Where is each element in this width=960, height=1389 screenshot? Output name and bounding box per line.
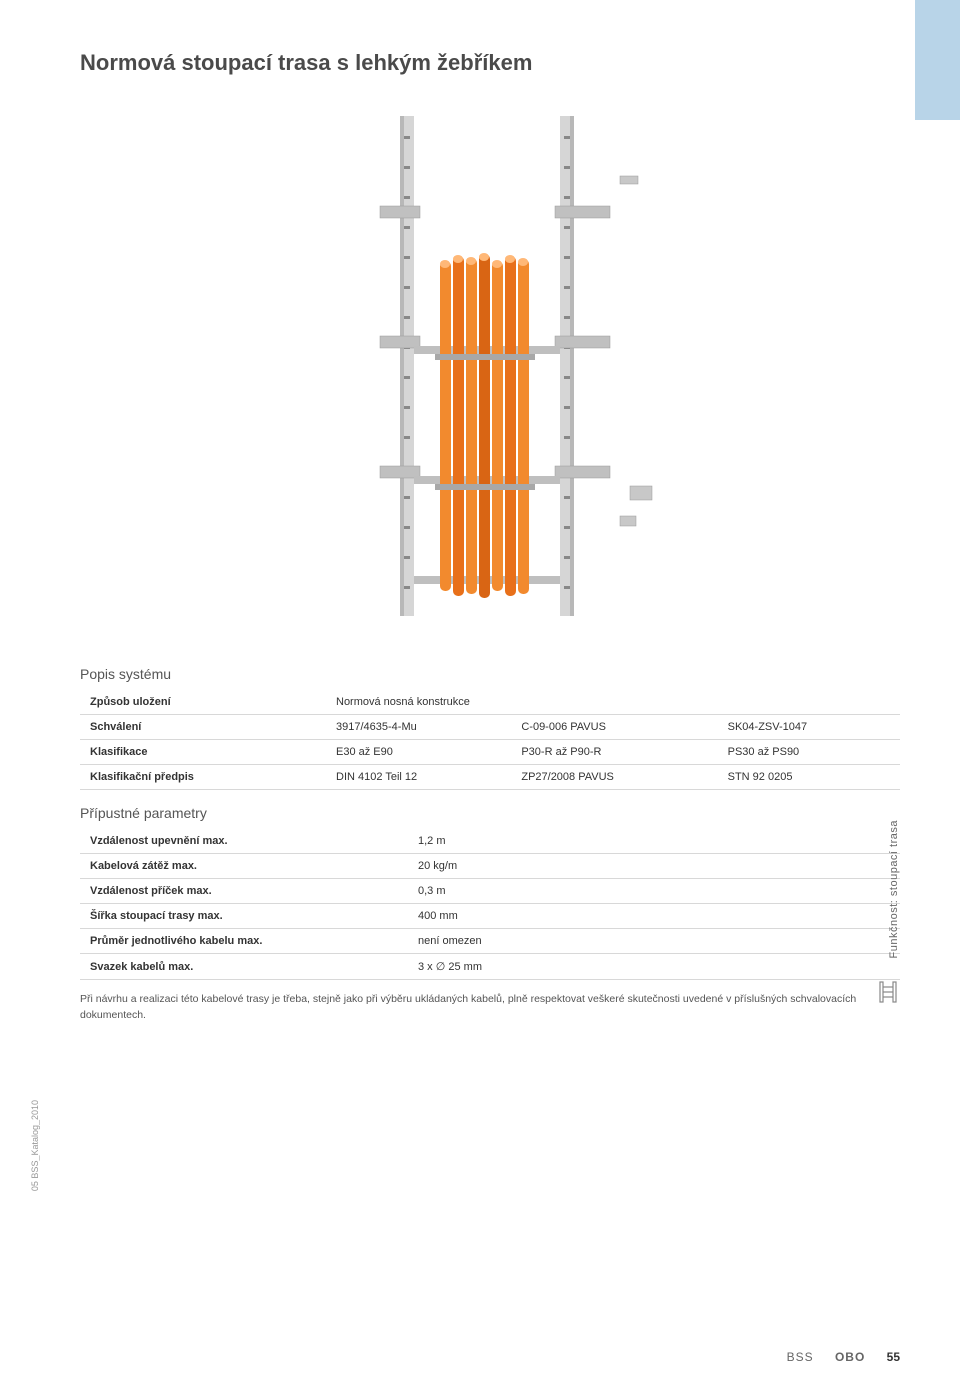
row-value: STN 92 0205	[718, 765, 900, 790]
row-value: 1,2 m	[408, 829, 900, 854]
row-label: Vzdálenost upevnění max.	[80, 829, 408, 854]
document-id-label: 05 BSS_Katalog_2010	[30, 1100, 40, 1191]
footer-brand-bss: BSS	[787, 1350, 814, 1364]
row-label: Průměr jednotlivého kabelu max.	[80, 929, 408, 954]
params-table: Vzdálenost upevnění max.1,2 mKabelová zá…	[80, 829, 900, 980]
row-value: 400 mm	[408, 904, 900, 929]
row-value: SK04-ZSV-1047	[718, 715, 900, 740]
table-row: Šířka stoupací trasy max.400 mm	[80, 904, 900, 929]
row-value: 0,3 m	[408, 879, 900, 904]
row-label: Kabelová zátěž max.	[80, 854, 408, 879]
row-value: PS30 až PS90	[718, 740, 900, 765]
ladder-icon	[876, 980, 900, 1004]
sidebar-category-label: Funkčnost: stoupací trasa	[888, 820, 900, 958]
row-label: Způsob uložení	[80, 690, 326, 715]
row-value: 3917/4635-4-Mu	[326, 715, 511, 740]
table-row: Klasifikační předpisDIN 4102 Teil 12ZP27…	[80, 765, 900, 790]
row-label: Schválení	[80, 715, 326, 740]
row-label: Vzdálenost příček max.	[80, 879, 408, 904]
row-value: 20 kg/m	[408, 854, 900, 879]
system-table: Způsob uloženíNormová nosná konstrukceSc…	[80, 690, 900, 790]
table-row: Způsob uloženíNormová nosná konstrukce	[80, 690, 900, 715]
table-row: Vzdálenost upevnění max.1,2 m	[80, 829, 900, 854]
page-title: Normová stoupací trasa s lehkým žebříkem	[80, 50, 900, 76]
footer-brand-obo: OBO	[835, 1350, 865, 1364]
row-value: ZP27/2008 PAVUS	[511, 765, 717, 790]
table-row: Schválení3917/4635-4-MuC-09-006 PAVUSSK0…	[80, 715, 900, 740]
row-value: C-09-006 PAVUS	[511, 715, 717, 740]
table-row: KlasifikaceE30 až E90P30-R až P90-RPS30 …	[80, 740, 900, 765]
page-footer: BSS OBO 55	[787, 1350, 900, 1364]
params-section-title: Přípustné parametry	[80, 805, 900, 821]
row-value: DIN 4102 Teil 12	[326, 765, 511, 790]
row-value: není omezen	[408, 929, 900, 954]
footer-page-number: 55	[887, 1350, 900, 1364]
row-label: Klasifikace	[80, 740, 326, 765]
row-value: E30 až E90	[326, 740, 511, 765]
row-value: Normová nosná konstrukce	[326, 690, 900, 715]
row-label: Svazek kabelů max.	[80, 954, 408, 980]
table-row: Vzdálenost příček max.0,3 m	[80, 879, 900, 904]
system-section-title: Popis systému	[80, 666, 900, 682]
product-illustration	[290, 106, 690, 626]
footnote-text: Při návrhu a realizaci této kabelové tra…	[80, 992, 900, 1024]
row-label: Klasifikační předpis	[80, 765, 326, 790]
table-row: Svazek kabelů max.3 x ∅ 25 mm	[80, 954, 900, 980]
row-label: Šířka stoupací trasy max.	[80, 904, 408, 929]
table-row: Kabelová zátěž max.20 kg/m	[80, 854, 900, 879]
row-value: 3 x ∅ 25 mm	[408, 954, 900, 980]
page-content: Normová stoupací trasa s lehkým žebříkem	[0, 0, 960, 1054]
row-value: P30-R až P90-R	[511, 740, 717, 765]
table-row: Průměr jednotlivého kabelu max.není omez…	[80, 929, 900, 954]
